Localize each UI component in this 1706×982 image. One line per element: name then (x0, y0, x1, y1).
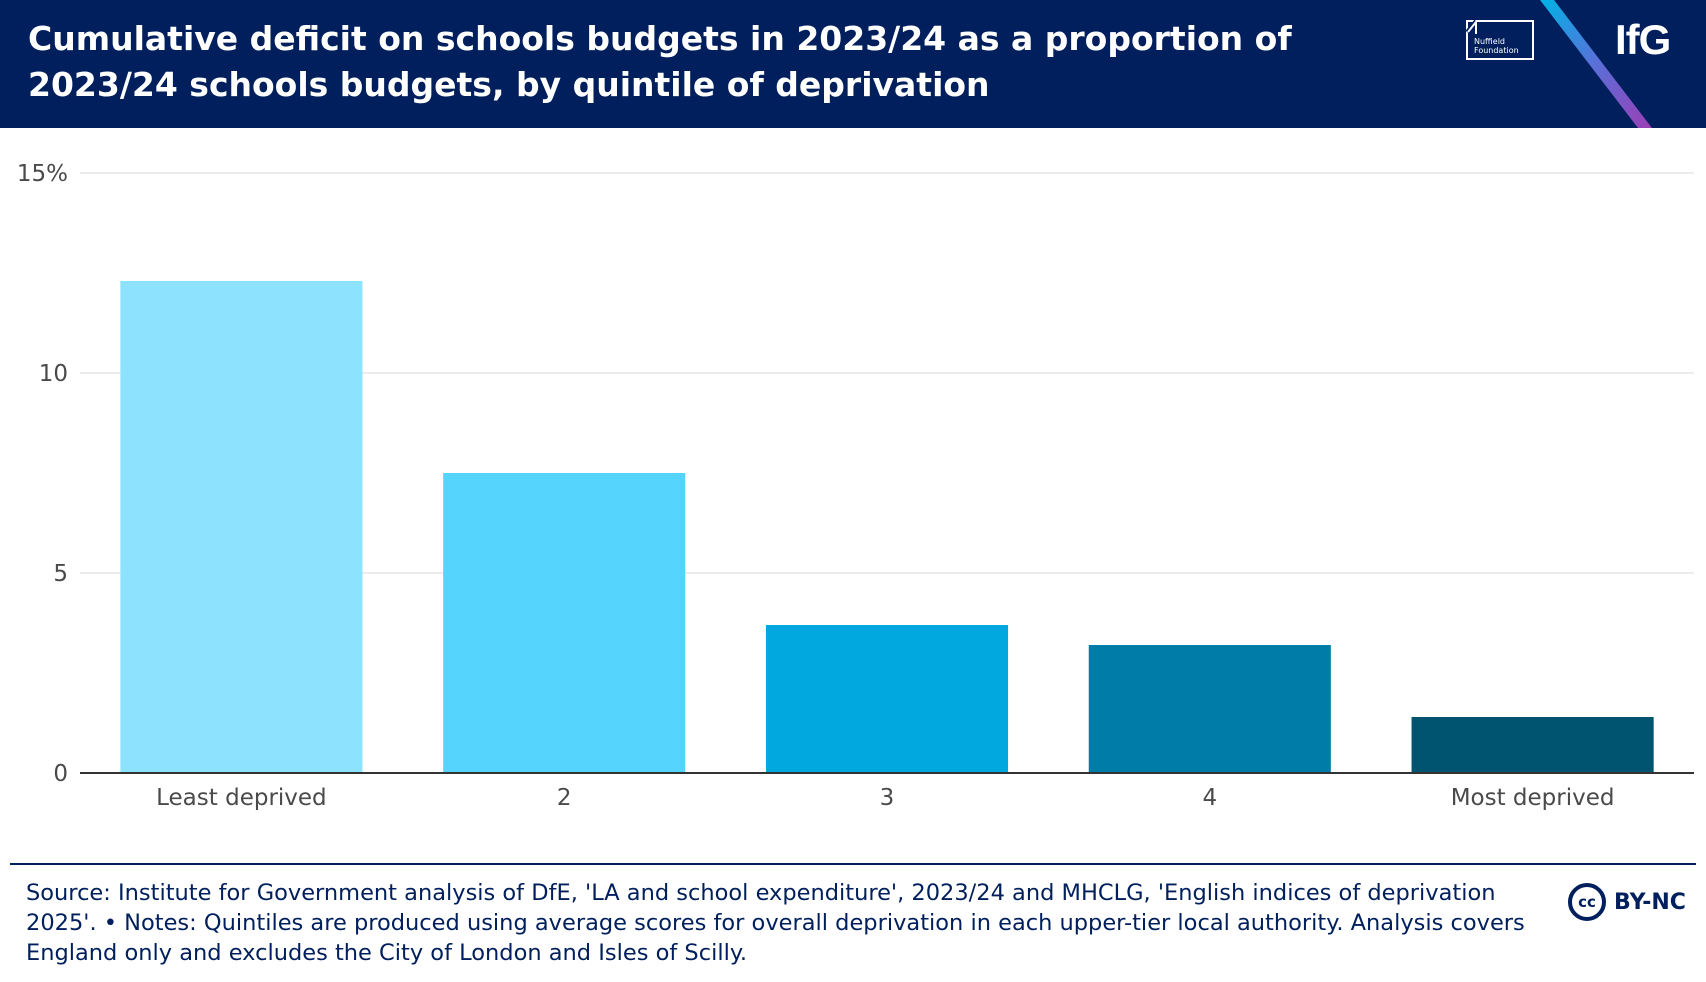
bar (443, 473, 686, 773)
ifg-logo: IfG (1615, 16, 1671, 63)
y-tick-label: 15% (17, 161, 68, 187)
ifg-stripe-icon (1540, 0, 1652, 128)
y-tick-label: 0 (53, 761, 68, 787)
chart-title: Cumulative deficit on schools budgets in… (28, 19, 1292, 104)
footer-divider (10, 863, 1696, 865)
x-category-label: 3 (880, 785, 895, 811)
x-category-label: 2 (557, 785, 572, 811)
license-badge: cc BY-NC (1568, 880, 1686, 924)
nuffield-logo-line-2: Foundation (1474, 46, 1519, 55)
x-category-label: Most deprived (1451, 785, 1615, 811)
bar (1088, 645, 1331, 773)
bar (120, 281, 363, 773)
nuffield-foundation-logo: Nuffield Foundation (1466, 20, 1534, 60)
bar-chart: 0 5 10 15% Least deprived 2 3 4 Most deprived (17, 161, 1694, 811)
chart-header: Cumulative deficit on schools budgets in… (0, 0, 1706, 128)
nuffield-logo-line-1: Nuffield (1474, 37, 1505, 46)
creative-commons-icon: cc (1568, 883, 1606, 921)
license-text: BY-NC (1614, 889, 1686, 915)
source-notes: Source: Institute for Government analysi… (26, 880, 1525, 966)
y-tick-label: 10 (39, 361, 68, 387)
x-category-label: 4 (1202, 785, 1217, 811)
bars (120, 281, 1654, 773)
bar (1411, 717, 1654, 773)
y-axis-tick-labels: 0 5 10 15% (17, 161, 68, 787)
x-axis-category-labels: Least deprived 2 3 4 Most deprived (156, 785, 1614, 811)
x-category-label: Least deprived (156, 785, 327, 811)
y-tick-label: 5 (53, 561, 68, 587)
bar (765, 625, 1009, 773)
